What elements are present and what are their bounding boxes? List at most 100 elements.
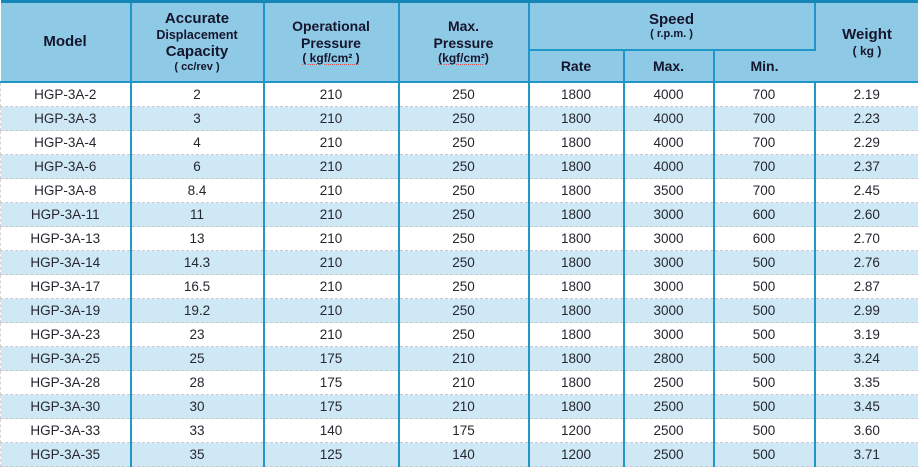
cell-speed-min: 700 (713, 154, 816, 179)
header-max-pressure: Max. Pressure (kgf/cm²) (398, 1, 530, 82)
cell-model: HGP-3A-25 (0, 346, 132, 371)
cell-operational-pressure: 175 (263, 370, 400, 395)
cell-max-pressure: 250 (398, 106, 530, 131)
cell-weight: 3.60 (814, 418, 918, 443)
cell-speed-max: 3000 (623, 322, 715, 347)
cell-speed-rate: 1800 (528, 274, 625, 299)
table-row: HGP-3A-14 14.3 210 250 1800 3000 500 2.7… (0, 250, 918, 275)
cell-capacity: 13 (130, 226, 265, 251)
cell-weight: 3.19 (814, 322, 918, 347)
cell-max-pressure: 250 (398, 298, 530, 323)
cell-speed-min: 500 (713, 394, 816, 419)
cell-speed-rate: 1800 (528, 154, 625, 179)
cell-operational-pressure: 175 (263, 346, 400, 371)
header-weight: Weight ( kg ) (814, 1, 918, 82)
cell-max-pressure: 250 (398, 178, 530, 203)
cell-weight: 2.45 (814, 178, 918, 203)
cell-model: HGP-3A-3 (0, 106, 132, 131)
cell-capacity: 3 (130, 106, 265, 131)
cell-capacity: 25 (130, 346, 265, 371)
cell-model: HGP-3A-30 (0, 394, 132, 419)
header-speed-max: Max. (623, 50, 715, 82)
cell-model: HGP-3A-14 (0, 250, 132, 275)
cell-speed-rate: 1800 (528, 346, 625, 371)
cell-weight: 3.45 (814, 394, 918, 419)
cell-weight: 2.29 (814, 130, 918, 155)
cell-max-pressure: 140 (398, 442, 530, 467)
table-row: HGP-3A-11 11 210 250 1800 3000 600 2.60 (0, 202, 918, 227)
table-row: HGP-3A-33 33 140 175 1200 2500 500 3.60 (0, 418, 918, 443)
table-row: HGP-3A-6 6 210 250 1800 4000 700 2.37 (0, 154, 918, 179)
table-row: HGP-3A-17 16.5 210 250 1800 3000 500 2.8… (0, 274, 918, 299)
cell-speed-max: 2500 (623, 370, 715, 395)
cell-max-pressure: 250 (398, 154, 530, 179)
cell-speed-min: 500 (713, 346, 816, 371)
cell-speed-max: 4000 (623, 82, 715, 107)
cell-speed-rate: 1800 (528, 394, 625, 419)
cell-speed-rate: 1800 (528, 202, 625, 227)
cell-model: HGP-3A-28 (0, 370, 132, 395)
cell-operational-pressure: 210 (263, 106, 400, 131)
cell-speed-min: 500 (713, 250, 816, 275)
cell-capacity: 2 (130, 82, 265, 107)
header-model-label: Model (43, 33, 87, 51)
cell-speed-max: 3000 (623, 298, 715, 323)
cell-max-pressure: 250 (398, 322, 530, 347)
cell-operational-pressure: 210 (263, 250, 400, 275)
cell-max-pressure: 210 (398, 394, 530, 419)
cell-speed-min: 500 (713, 418, 816, 443)
table-row: HGP-3A-30 30 175 210 1800 2500 500 3.45 (0, 394, 918, 419)
cell-capacity: 19.2 (130, 298, 265, 323)
cell-speed-min: 500 (713, 370, 816, 395)
cell-speed-min: 500 (713, 298, 816, 323)
header-speed-min: Min. (713, 50, 815, 82)
cell-weight: 3.35 (814, 370, 918, 395)
cell-speed-min: 500 (713, 442, 816, 467)
cell-model: HGP-3A-6 (0, 154, 132, 179)
cell-speed-min: 500 (713, 274, 816, 299)
cell-model: HGP-3A-19 (0, 298, 132, 323)
cell-max-pressure: 250 (398, 274, 530, 299)
cell-capacity: 6 (130, 154, 265, 179)
cell-model: HGP-3A-23 (0, 322, 132, 347)
cell-speed-max: 3500 (623, 178, 715, 203)
cell-speed-rate: 1800 (528, 130, 625, 155)
cell-speed-max: 2800 (623, 346, 715, 371)
table-row: HGP-3A-35 35 125 140 1200 2500 500 3.71 (0, 442, 918, 467)
cell-model: HGP-3A-4 (0, 130, 132, 155)
cell-speed-max: 2500 (623, 394, 715, 419)
cell-speed-max: 3000 (623, 226, 715, 251)
cell-speed-max: 3000 (623, 250, 715, 275)
table-row: HGP-3A-8 8.4 210 250 1800 3500 700 2.45 (0, 178, 918, 203)
cell-capacity: 33 (130, 418, 265, 443)
cell-capacity: 8.4 (130, 178, 265, 203)
cell-operational-pressure: 210 (263, 130, 400, 155)
cell-weight: 3.71 (814, 442, 918, 467)
cell-speed-max: 3000 (623, 202, 715, 227)
cell-max-pressure: 250 (398, 226, 530, 251)
cell-speed-rate: 1800 (528, 82, 625, 107)
cell-capacity: 23 (130, 322, 265, 347)
header-model: Model (0, 1, 132, 82)
cell-weight: 2.70 (814, 226, 918, 251)
header-operational-pressure: Operational Pressure ( kgf/cm² ) (263, 1, 400, 82)
table-row: HGP-3A-4 4 210 250 1800 4000 700 2.29 (0, 130, 918, 155)
cell-speed-min: 700 (713, 82, 816, 107)
cell-max-pressure: 250 (398, 250, 530, 275)
cell-speed-max: 2500 (623, 442, 715, 467)
cell-operational-pressure: 210 (263, 274, 400, 299)
cell-speed-max: 4000 (623, 106, 715, 131)
cell-speed-rate: 1800 (528, 226, 625, 251)
cell-speed-rate: 1800 (528, 106, 625, 131)
header-capacity: Accurate Displacement Capacity ( cc/rev … (130, 1, 265, 82)
cell-capacity: 16.5 (130, 274, 265, 299)
table-row: HGP-3A-13 13 210 250 1800 3000 600 2.70 (0, 226, 918, 251)
cell-capacity: 4 (130, 130, 265, 155)
cell-weight: 2.99 (814, 298, 918, 323)
table-row: HGP-3A-25 25 175 210 1800 2800 500 3.24 (0, 346, 918, 371)
cell-speed-rate: 1200 (528, 418, 625, 443)
cell-operational-pressure: 210 (263, 226, 400, 251)
cell-operational-pressure: 125 (263, 442, 400, 467)
